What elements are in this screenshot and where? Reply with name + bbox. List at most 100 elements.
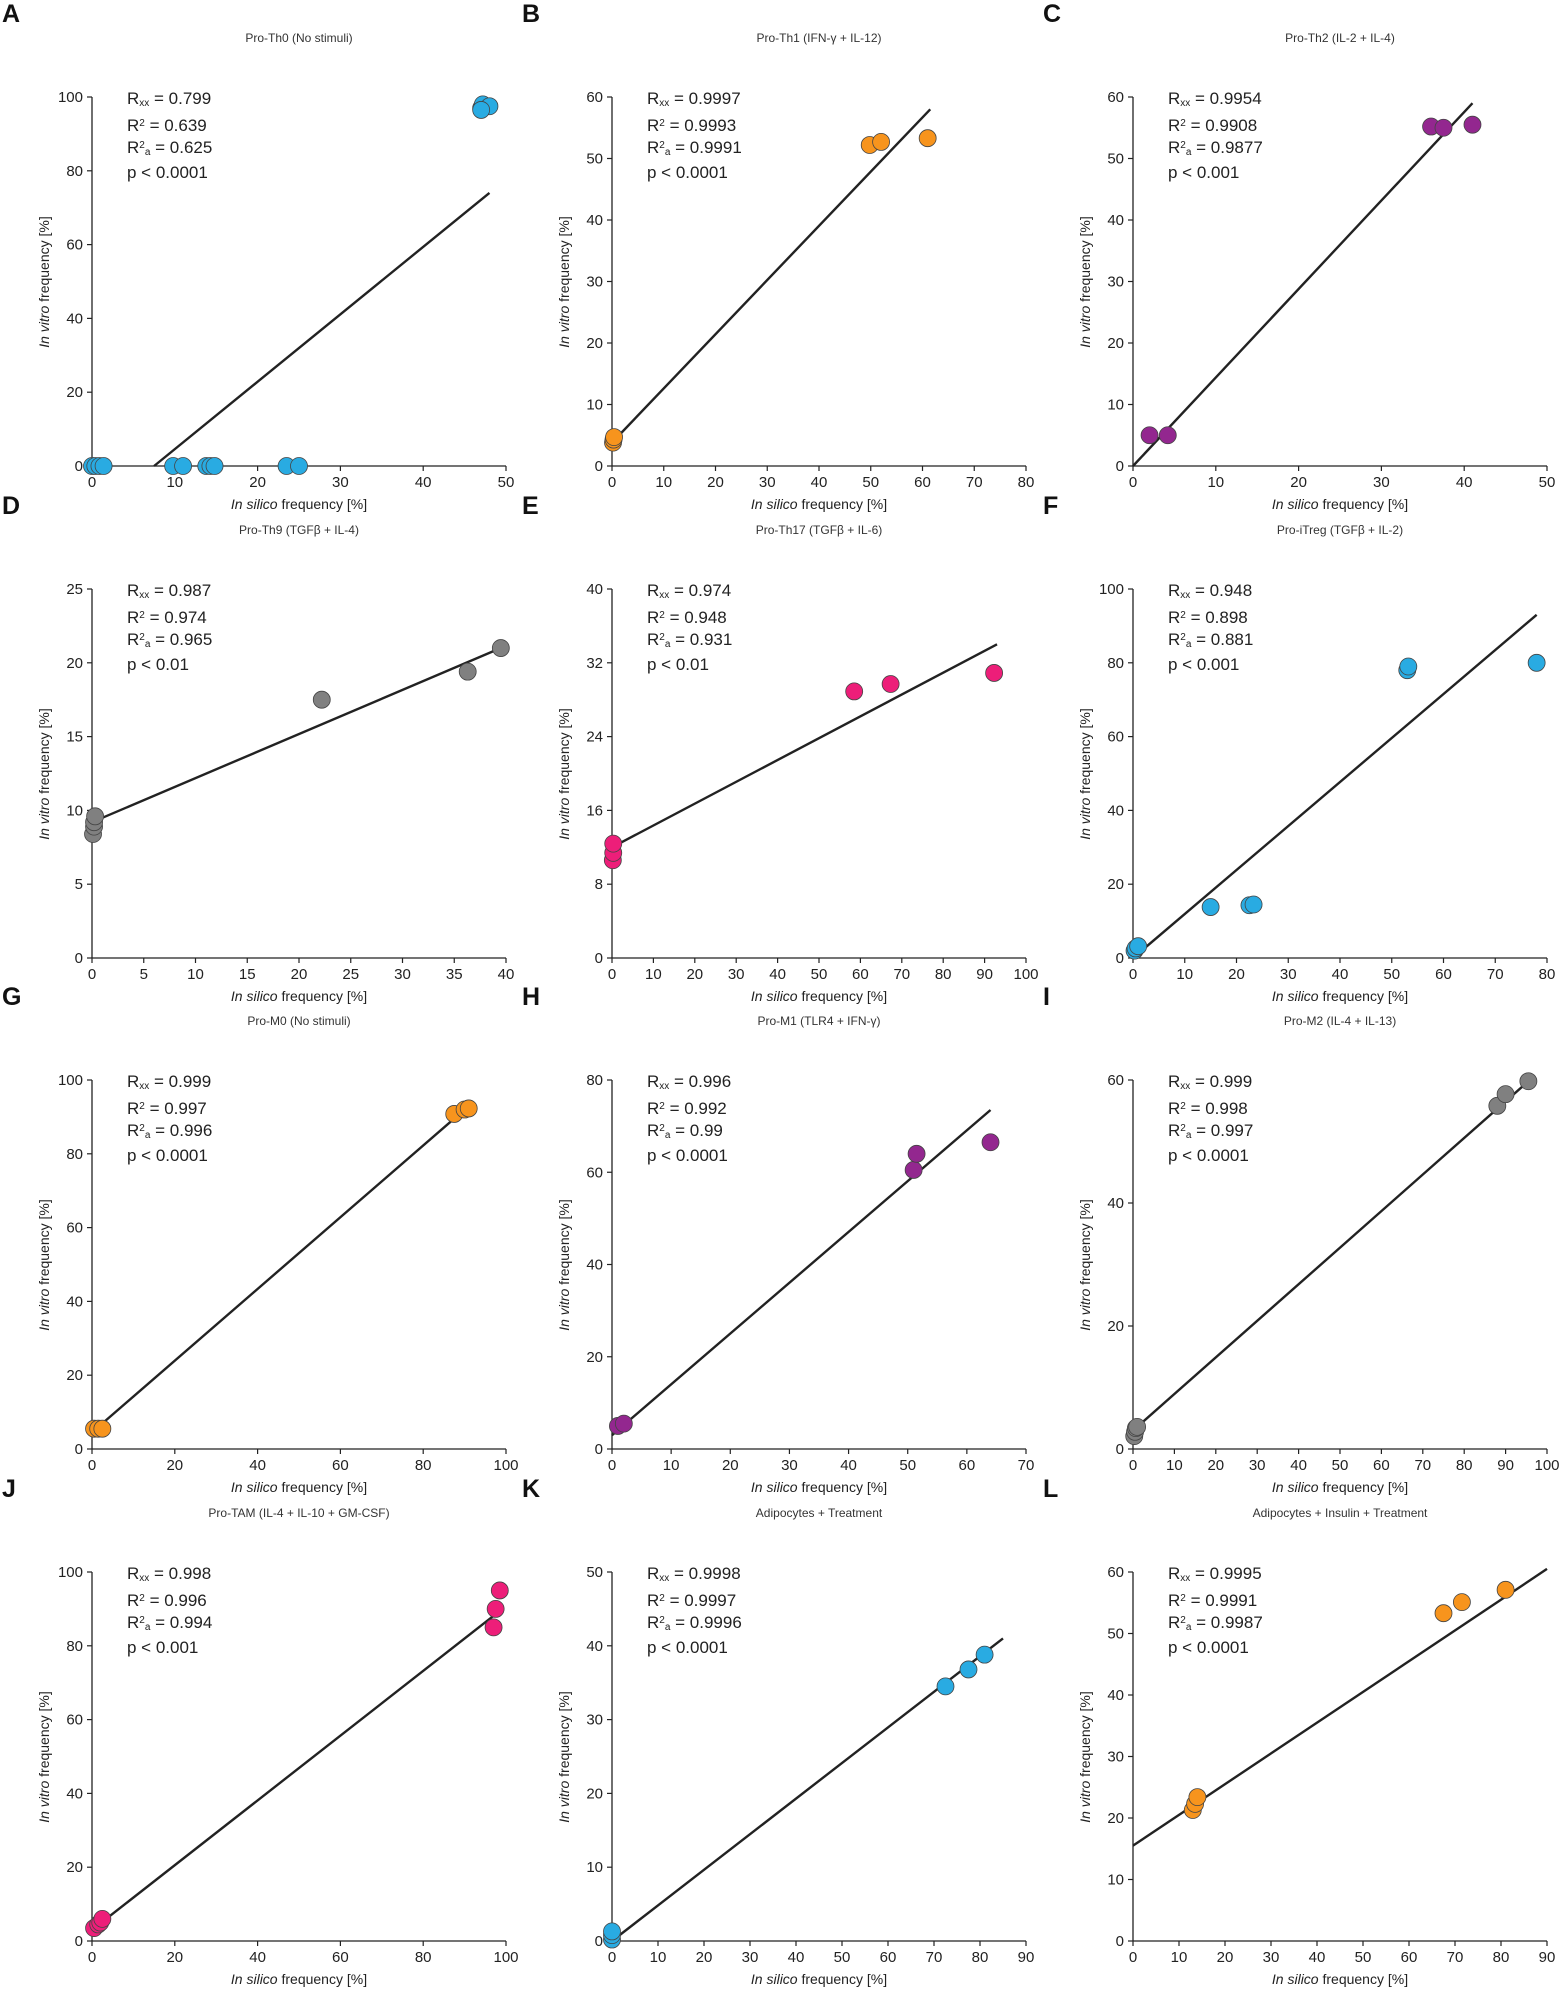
y-tick-label: 20 <box>586 335 603 352</box>
x-tick-label: 25 <box>342 966 359 983</box>
x-tick-label: 10 <box>1166 1457 1183 1474</box>
panel-letter: B <box>522 0 541 28</box>
data-point <box>936 1677 955 1696</box>
data-point <box>459 1099 478 1118</box>
data-point <box>1463 115 1482 134</box>
x-tick-label: 0 <box>608 966 616 983</box>
stat-subscript: xx <box>1180 98 1191 109</box>
x-tick-label: 50 <box>1332 1457 1349 1474</box>
stat-value: p < 0.0001 <box>127 1146 208 1165</box>
stat-r2: R2 = 0.992 <box>647 1097 731 1119</box>
y-tick-label: 0 <box>1116 1933 1124 1950</box>
stat-value: = 0.994 <box>150 1613 213 1632</box>
stat-symbol: R <box>1168 1072 1181 1091</box>
y-tick-label: 20 <box>66 655 83 672</box>
stat-symbol: R <box>127 1072 140 1091</box>
data-point <box>1519 1072 1538 1091</box>
x-tick-label: 0 <box>88 474 96 491</box>
stat-symbol: R <box>647 1591 660 1610</box>
x-axis-label-rest: frequency [%] <box>1318 988 1409 1004</box>
stat-rxx: Rxx = 0.9997 <box>647 89 742 114</box>
y-axis-label-italic: In vitro <box>1077 1288 1093 1331</box>
chart-svg: 0 10 20 30 40 50 0 10 20 30 40 50 60 <box>1107 89 1556 491</box>
x-tick-label: 70 <box>1018 1457 1035 1474</box>
y-tick-label: 0 <box>75 1441 83 1458</box>
y-axis-label: In vitro frequency [%] <box>556 708 572 840</box>
stat-value: = 0.997 <box>144 1099 207 1118</box>
x-axis-label-rest: frequency [%] <box>797 988 888 1004</box>
x-axis-label: In silico frequency [%] <box>1272 496 1408 512</box>
data-point <box>1129 937 1148 956</box>
x-axis-label: In silico frequency [%] <box>1272 1971 1408 1987</box>
chart-title: Pro-M0 (No stimuli) <box>247 1014 351 1028</box>
stat-value: = 0.997 <box>1191 1121 1254 1140</box>
stat-value: = 0.948 <box>664 608 727 627</box>
data-point <box>605 428 623 446</box>
stat-value: = 0.965 <box>150 630 213 649</box>
stat-superscript: 2 <box>659 1615 665 1626</box>
x-tick-label: 80 <box>1539 966 1556 983</box>
stat-rxx: Rxx = 0.974 <box>647 581 732 606</box>
x-tick-label: 50 <box>1539 474 1556 491</box>
x-tick-label: 0 <box>1129 474 1137 491</box>
x-axis-label-italic: In silico <box>1271 496 1319 512</box>
data-point <box>985 664 1004 682</box>
stat-value: p < 0.0001 <box>127 163 208 182</box>
data-point <box>93 1909 112 1928</box>
x-tick-label: 40 <box>811 474 828 491</box>
y-tick-label: 20 <box>66 1367 83 1384</box>
chart-svg: 0 5 10 15 20 25 30 35 40 0 5 10 15 20 25 <box>66 581 514 983</box>
regression-line <box>611 108 932 444</box>
x-tick-label: 60 <box>332 1457 349 1474</box>
stat-p-value: p < 0.0001 <box>127 1146 212 1166</box>
x-tick-label: 40 <box>249 1457 266 1474</box>
x-axis-label-italic: In silico <box>1271 1479 1319 1495</box>
x-tick-label: 60 <box>880 1949 897 1966</box>
data-point <box>904 1161 923 1179</box>
x-tick-label: 10 <box>655 474 672 491</box>
stat-r2: R2 = 0.639 <box>127 114 212 136</box>
stat-subscript: xx <box>139 1573 150 1584</box>
y-axis-label-italic: In vitro <box>556 797 572 840</box>
chart-svg: 0 20 40 60 80 100 0 20 40 60 80 100 <box>58 1072 519 1474</box>
y-tick-label: 60 <box>66 237 83 254</box>
x-tick-label: 80 <box>1456 1457 1473 1474</box>
stat-r2: R2 = 0.9997 <box>647 1589 742 1611</box>
x-axis-label: In silico frequency [%] <box>751 1971 887 1987</box>
chart-svg: 0 10 20 30 40 50 60 70 80 90 0 10 20 30 40 50 <box>586 1564 1034 1966</box>
stat-symbol: R <box>1168 138 1181 157</box>
y-tick-label: 40 <box>66 1785 83 1802</box>
stat-symbol: R <box>1168 1613 1181 1632</box>
x-tick-label: 20 <box>1217 1949 1234 1966</box>
x-tick-label: 70 <box>893 966 910 983</box>
y-axis-label-italic: In vitro <box>36 305 52 348</box>
stat-symbol: R <box>127 630 140 649</box>
y-tick-label: 60 <box>586 89 603 106</box>
y-tick-label: 0 <box>595 950 603 967</box>
stat-subscript: xx <box>659 1573 670 1584</box>
x-tick-label: 20 <box>291 966 308 983</box>
data-point <box>614 1414 633 1433</box>
stat-value: = 0.9991 <box>1185 1591 1258 1610</box>
y-tick-label: 60 <box>1107 1072 1124 1089</box>
stat-value: = 0.9995 <box>1190 1564 1262 1583</box>
data-point <box>1496 1085 1515 1104</box>
regression-line <box>1132 102 1474 467</box>
y-tick-label: 15 <box>66 729 83 746</box>
regression-line <box>91 1112 462 1434</box>
y-tick-label: 0 <box>595 1933 603 1950</box>
data-point <box>458 662 477 681</box>
y-tick-label: 0 <box>1116 950 1124 967</box>
data-point <box>603 1922 621 1941</box>
stat-symbol: R <box>647 630 660 649</box>
stat-subscript: a <box>664 1130 671 1141</box>
stat-subscript: xx <box>139 590 150 601</box>
stat-value: = 0.9996 <box>670 1613 742 1632</box>
x-tick-label: 60 <box>332 1949 349 1966</box>
data-point <box>174 457 192 475</box>
stat-subscript: xx <box>1180 1081 1191 1092</box>
stat-superscript: 2 <box>1180 1615 1186 1626</box>
x-tick-label: 60 <box>1435 966 1452 983</box>
stat-rxx: Rxx = 0.999 <box>127 1072 212 1097</box>
